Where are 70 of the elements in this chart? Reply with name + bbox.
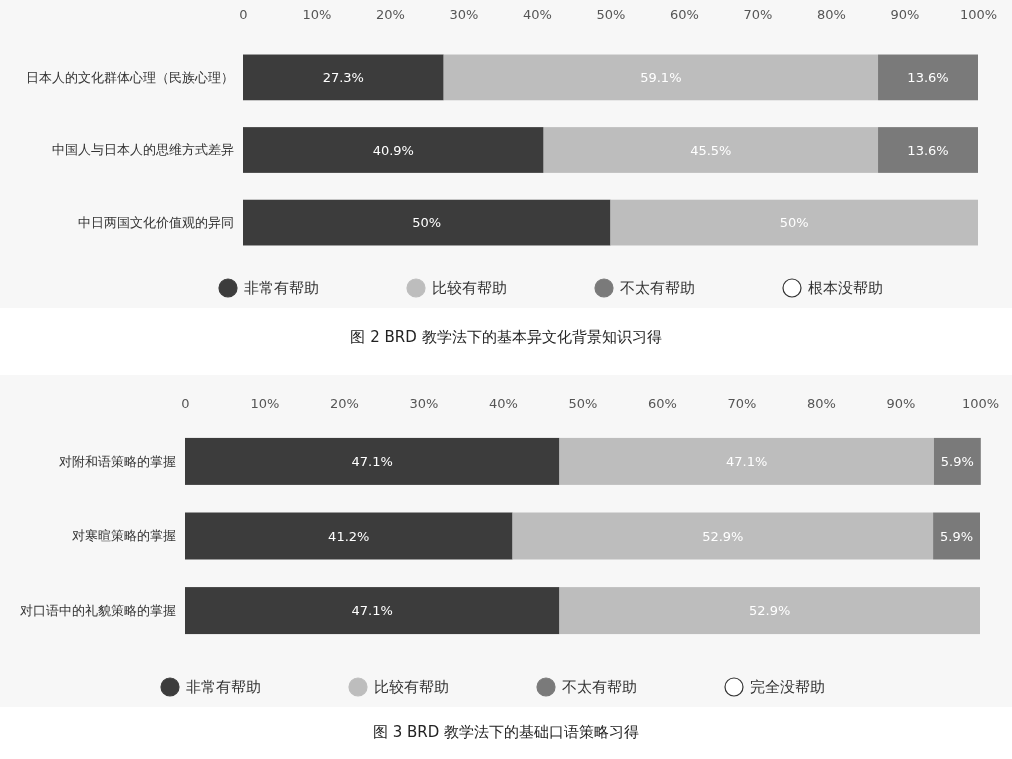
legend-label: 比较有帮助 bbox=[432, 279, 507, 297]
bar bbox=[878, 127, 978, 173]
bar bbox=[243, 54, 444, 101]
bar bbox=[610, 199, 978, 246]
data-label: 47.1% bbox=[726, 453, 768, 469]
x-tick-label: 100% bbox=[961, 396, 1000, 411]
bar bbox=[878, 54, 978, 101]
data-label: 41.2% bbox=[328, 528, 370, 544]
bar bbox=[559, 437, 934, 485]
y-tick-label: 中日两国文化价值观的异同 bbox=[78, 214, 234, 230]
x-tick-label: 60% bbox=[670, 7, 699, 22]
bar bbox=[185, 587, 560, 635]
legend-label: 根本没帮助 bbox=[808, 279, 883, 297]
data-label: 5.9% bbox=[940, 453, 974, 469]
x-tick-label: 60% bbox=[648, 396, 677, 411]
x-tick-label: 20% bbox=[376, 7, 405, 22]
x-tick-label: 20% bbox=[330, 396, 359, 411]
x-tick-label: 40% bbox=[523, 7, 552, 22]
bar bbox=[933, 512, 980, 560]
data-label: 13.6% bbox=[907, 142, 949, 158]
legend-label: 不太有帮助 bbox=[562, 678, 637, 696]
x-tick-label: 0 bbox=[181, 396, 190, 411]
x-tick-label: 100% bbox=[959, 7, 998, 22]
y-tick-label: 日本人的文化群体心理（民族心理） bbox=[26, 69, 234, 85]
x-tick-label: 90% bbox=[890, 7, 920, 22]
x-tick-label: 70% bbox=[743, 7, 773, 22]
x-tick-label: 40% bbox=[489, 396, 518, 411]
x-tick-label: 30% bbox=[409, 396, 439, 411]
legend-label: 非常有帮助 bbox=[186, 678, 261, 696]
x-tick-label: 80% bbox=[817, 7, 846, 22]
data-label: 52.9% bbox=[702, 528, 744, 544]
data-label: 40.9% bbox=[372, 142, 414, 158]
data-label: 47.1% bbox=[351, 603, 393, 619]
bar bbox=[243, 199, 611, 246]
legend-label: 不太有帮助 bbox=[620, 279, 695, 297]
data-label: 50% bbox=[779, 215, 809, 231]
x-tick-label: 90% bbox=[886, 396, 916, 411]
bar bbox=[443, 54, 879, 101]
data-label: 45.5% bbox=[690, 142, 732, 158]
bar bbox=[185, 512, 513, 560]
x-tick-label: 50% bbox=[596, 7, 626, 22]
text: 图 2 BRD 教学法下的基本异文化背景知识习得 bbox=[350, 328, 662, 346]
bar bbox=[933, 437, 981, 485]
bar bbox=[559, 587, 980, 635]
data-label: 52.9% bbox=[749, 603, 791, 619]
y-tick-label: 中国人与日本人的思维方式差异 bbox=[52, 142, 234, 158]
data-label: 50% bbox=[412, 215, 442, 231]
x-tick-label: 0 bbox=[239, 7, 248, 22]
data-label: 13.6% bbox=[907, 69, 949, 85]
x-tick-label: 80% bbox=[807, 396, 836, 411]
bar bbox=[185, 437, 560, 485]
bar bbox=[512, 512, 934, 560]
data-label: 5.9% bbox=[940, 528, 974, 544]
x-tick-label: 50% bbox=[568, 396, 598, 411]
legend-label: 比较有帮助 bbox=[374, 678, 449, 696]
data-label: 47.1% bbox=[351, 453, 393, 469]
x-tick-label: 30% bbox=[449, 7, 479, 22]
y-tick-label: 对口语中的礼貌策略的掌握 bbox=[20, 602, 176, 618]
x-tick-label: 10% bbox=[250, 396, 280, 411]
x-tick-label: 10% bbox=[302, 7, 332, 22]
legend-label: 完全没帮助 bbox=[750, 678, 825, 696]
x-tick-label: 70% bbox=[727, 396, 757, 411]
bar bbox=[243, 127, 544, 173]
legend-label: 非常有帮助 bbox=[244, 279, 319, 297]
bar bbox=[543, 127, 879, 173]
data-label: 27.3% bbox=[322, 69, 364, 85]
y-tick-label: 对寒暄策略的掌握 bbox=[72, 528, 176, 544]
data-label: 59.1% bbox=[640, 69, 682, 85]
y-tick-label: 对附和语策略的掌握 bbox=[59, 453, 176, 469]
text: 图 3 BRD 教学法下的基础口语策略习得 bbox=[372, 723, 640, 741]
